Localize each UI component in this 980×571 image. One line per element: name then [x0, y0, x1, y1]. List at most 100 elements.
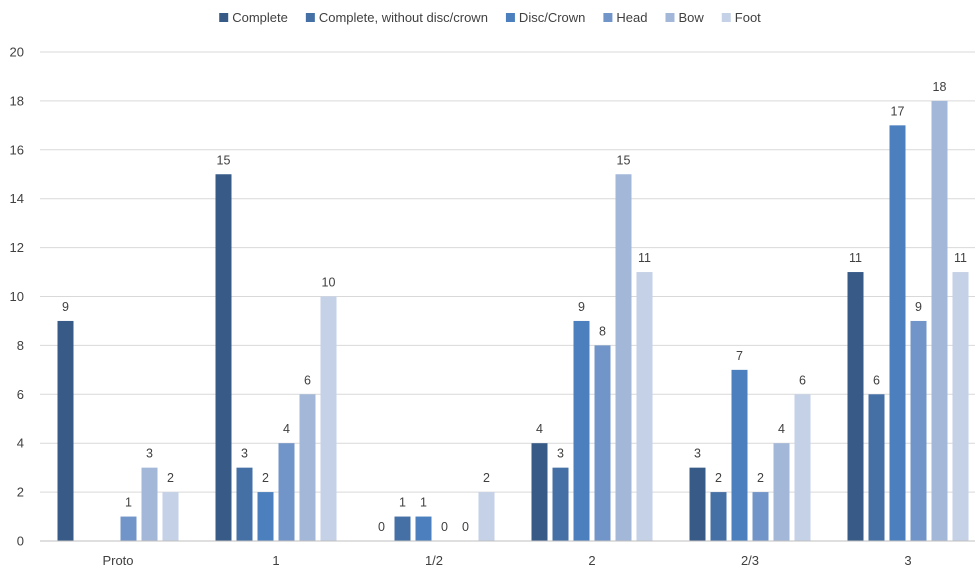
data-label: 10 [322, 276, 336, 290]
data-label: 1 [399, 496, 406, 510]
data-label: 4 [283, 422, 290, 436]
y-tick-label: 14 [10, 191, 24, 206]
legend-swatch [305, 13, 315, 22]
bar-bow [931, 100, 948, 542]
y-tick-label: 4 [17, 436, 24, 451]
y-tick-label: 18 [10, 93, 24, 108]
bar-complete-without-disc-crown [552, 467, 569, 541]
bar-disc-crown [257, 492, 274, 541]
data-label: 3 [557, 447, 564, 461]
bar-head [120, 516, 137, 541]
legend-swatch [219, 13, 229, 22]
legend-label: Complete [232, 10, 288, 25]
data-label: 4 [778, 422, 785, 436]
data-label: 2 [757, 471, 764, 485]
data-label: 3 [694, 447, 701, 461]
legend-item: Disc/Crown [505, 10, 585, 25]
bar-disc-crown [731, 369, 748, 541]
data-label: 18 [933, 80, 947, 94]
y-tick-label: 12 [10, 240, 24, 255]
bar-bow [615, 174, 632, 541]
data-label: 7 [736, 349, 743, 363]
gridlines [40, 51, 975, 493]
bar-complete [215, 174, 232, 541]
bar-foot [952, 272, 969, 541]
legend-swatch [721, 13, 731, 22]
bar-head [594, 345, 611, 541]
bar-bow [299, 394, 316, 541]
x-category-label: 1 [272, 553, 279, 566]
bar-disc-crown [889, 125, 906, 541]
x-axis-categories: Proto 1 1/2 2 2/3 3 [102, 553, 911, 568]
data-label: 11 [954, 251, 967, 265]
bar-complete-without-disc-crown [236, 467, 253, 541]
bar-head [752, 492, 769, 541]
x-category-label: 2/3 [741, 553, 759, 566]
legend-item: Complete, without disc/crown [305, 10, 488, 25]
data-label: 6 [799, 373, 806, 387]
legend-swatch [505, 13, 515, 22]
data-label: 15 [617, 153, 631, 167]
legend-swatch [603, 13, 613, 22]
y-tick-label: 6 [17, 387, 24, 402]
legend-label: Complete, without disc/crown [319, 10, 488, 25]
bar-foot [636, 272, 653, 541]
data-label: 0 [462, 520, 469, 534]
bar-complete-without-disc-crown [710, 492, 727, 541]
data-label: 11 [849, 251, 862, 265]
legend-item: Complete [219, 10, 288, 25]
y-tick-label: 0 [17, 534, 24, 549]
legend-item: Head [603, 10, 647, 25]
legend-swatch [665, 13, 675, 22]
x-category-label: 2 [588, 553, 595, 566]
legend-label: Disc/Crown [519, 10, 585, 25]
bar-foot [162, 492, 179, 541]
data-label: 15 [217, 153, 231, 167]
legend-item: Bow [665, 10, 704, 25]
data-label: 9 [62, 300, 69, 314]
data-label: 9 [578, 300, 585, 314]
data-label: 1 [125, 496, 132, 510]
data-label: 0 [441, 520, 448, 534]
data-label: 4 [536, 422, 543, 436]
data-label: 3 [241, 447, 248, 461]
x-category-label: Proto [102, 553, 133, 566]
data-label: 0 [378, 520, 385, 534]
data-label: 9 [915, 300, 922, 314]
y-tick-label: 16 [10, 142, 24, 157]
data-label: 8 [599, 324, 606, 338]
bar-complete-without-disc-crown [868, 394, 885, 541]
bar-foot [320, 296, 337, 541]
bar-disc-crown [573, 320, 590, 541]
data-label: 1 [420, 496, 427, 510]
legend: Complete Complete, without disc/crown Disc… [219, 10, 761, 25]
bar-foot [478, 492, 495, 541]
x-category-label: 3 [904, 553, 911, 566]
data-label: 6 [873, 373, 880, 387]
x-category-label: 1/2 [425, 553, 443, 566]
bar-complete-without-disc-crown [394, 516, 411, 541]
y-tick-label: 8 [17, 338, 24, 353]
data-label: 2 [167, 471, 174, 485]
legend-label: Foot [735, 10, 761, 25]
bar-foot [794, 394, 811, 541]
bar-complete [531, 443, 548, 541]
data-label: 2 [715, 471, 722, 485]
bar-complete [847, 272, 864, 541]
bar-complete [689, 467, 706, 541]
y-tick-label: 20 [10, 45, 24, 60]
bar-bow [773, 443, 790, 541]
bar-bow [141, 467, 158, 541]
data-label: 6 [304, 373, 311, 387]
bar-head [910, 320, 927, 541]
bar-head [278, 443, 295, 541]
bar-complete [57, 320, 74, 541]
data-label: 2 [262, 471, 269, 485]
legend-item: Foot [721, 10, 761, 25]
bar-disc-crown [415, 516, 432, 541]
y-axis-ticks: 0 2 4 6 8 10 12 14 16 18 20 [10, 45, 24, 549]
data-label: 17 [891, 104, 905, 118]
